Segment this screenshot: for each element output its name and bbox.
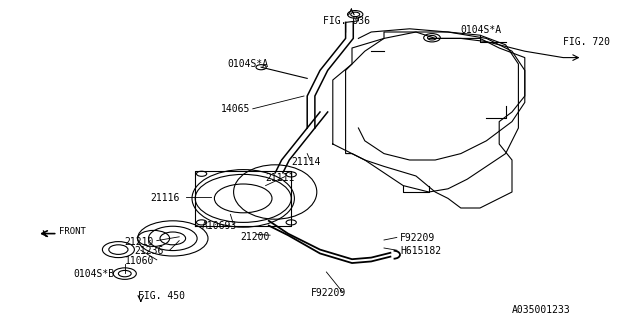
Text: 21236: 21236 xyxy=(134,246,164,256)
Text: 0104S*A: 0104S*A xyxy=(461,25,502,36)
Text: 21111: 21111 xyxy=(266,172,295,183)
Text: 21200: 21200 xyxy=(240,232,269,242)
Text: 11060: 11060 xyxy=(125,256,154,266)
Text: 21116: 21116 xyxy=(150,193,180,204)
Text: A035001233: A035001233 xyxy=(512,305,571,316)
Text: FIG. 036: FIG. 036 xyxy=(323,16,370,26)
Text: H615182: H615182 xyxy=(400,246,441,256)
Text: 0104S*A: 0104S*A xyxy=(227,59,268,69)
Text: FIG. 450: FIG. 450 xyxy=(138,291,184,301)
Text: 21210: 21210 xyxy=(125,236,154,247)
Text: FIG. 720: FIG. 720 xyxy=(563,36,610,47)
Text: 14065: 14065 xyxy=(221,104,250,114)
Text: 21114: 21114 xyxy=(291,156,321,167)
Text: 0104S*B: 0104S*B xyxy=(74,268,115,279)
Text: A10693: A10693 xyxy=(202,220,237,231)
Text: F92209: F92209 xyxy=(310,288,346,298)
Text: FRONT: FRONT xyxy=(59,228,86,236)
Text: F92209: F92209 xyxy=(400,233,435,244)
